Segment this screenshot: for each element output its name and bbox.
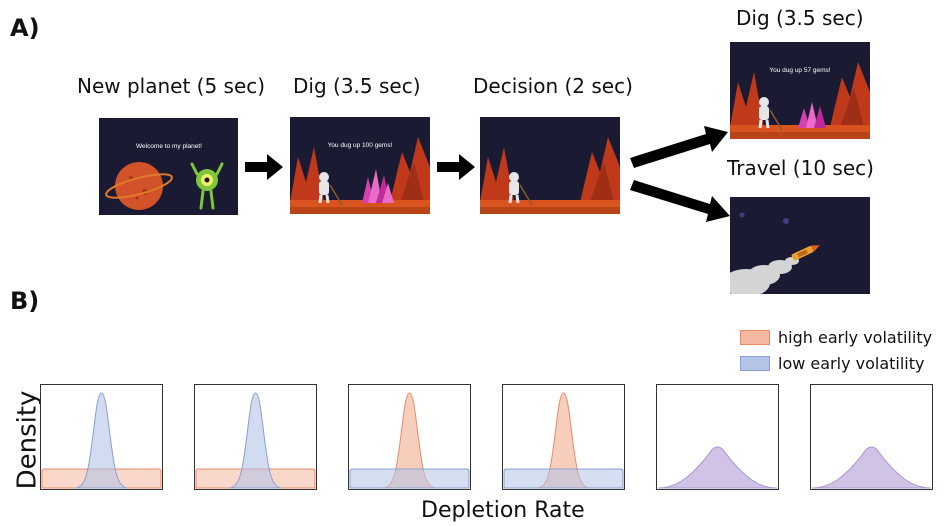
density-plot-4 (502, 384, 625, 490)
density-plot-1 (40, 384, 163, 490)
density-plot-3 (348, 384, 471, 490)
astronaut-icon (508, 172, 533, 206)
panel-a-label: A) (10, 14, 40, 42)
dig-screen-text: You dug up 100 gems! (328, 142, 393, 149)
smoke-trail-icon (730, 257, 799, 294)
legend-swatch-high (740, 330, 770, 345)
arrow-icon-to-dig (630, 126, 728, 168)
planet-icon (105, 162, 173, 210)
panel-b-label: B) (10, 287, 40, 315)
density-plot-5 (656, 384, 779, 490)
step-label-new-planet: New planet (5 sec) (77, 74, 266, 98)
step-label-travel: Travel (10 sec) (727, 156, 874, 180)
rocket-icon (791, 245, 820, 261)
density-plot-2 (194, 384, 317, 490)
arrow-icon-1 (245, 154, 283, 180)
legend-item-low: low early volatility (740, 354, 925, 373)
arrow-icon-2 (437, 154, 475, 180)
dig-choice-screen: You dug up 57 gems! (730, 42, 870, 139)
x-axis-label: Depletion Rate (421, 498, 585, 523)
astronaut-icon (318, 172, 343, 206)
legend-swatch-low (740, 356, 770, 371)
legend-item-high: high early volatility (740, 328, 932, 347)
legend-label-high: high early volatility (778, 328, 933, 347)
y-axis-label: Density (12, 390, 43, 490)
gems-icon (798, 102, 826, 128)
decision-screen (480, 117, 620, 214)
alien-icon (190, 162, 224, 210)
new-planet-screen-text: Welcome to my planet! (136, 143, 202, 150)
density-plot-6 (810, 384, 933, 490)
gems-icon (362, 169, 394, 203)
legend-label-low: low early volatility (778, 354, 925, 373)
step-label-decision: Decision (2 sec) (473, 74, 633, 98)
dig-screen: You dug up 100 gems! (290, 117, 430, 214)
step-label-dig: Dig (3.5 sec) (293, 74, 421, 98)
new-planet-screen: Welcome to my planet! (99, 118, 238, 215)
arrow-icon-to-travel (630, 180, 730, 222)
step-label-dig-choice: Dig (3.5 sec) (736, 6, 864, 30)
dig-choice-screen-text: You dug up 57 gems! (769, 67, 830, 74)
astronaut-icon (758, 97, 783, 131)
travel-screen (730, 197, 870, 294)
